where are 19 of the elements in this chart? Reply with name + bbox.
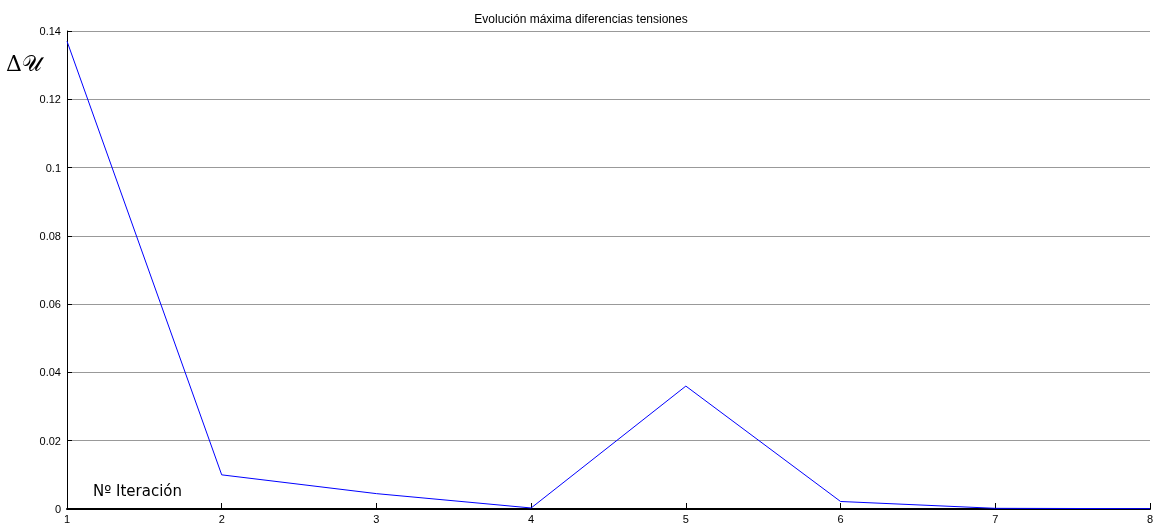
x-tick-label: 8: [1146, 512, 1154, 525]
x-tick-label: 6: [837, 512, 844, 525]
x-tick-label: 5: [682, 512, 689, 525]
x-axis-title: Nº Iteración: [93, 481, 183, 500]
y-tick-label: 0.04: [39, 366, 61, 379]
x-tick-label: 3: [373, 512, 380, 525]
y-tick-label: 0.12: [39, 93, 61, 106]
y-tick-label: 0.1: [45, 161, 61, 174]
y-tick-label: 0.02: [39, 434, 61, 447]
y-tick-label: 0: [54, 503, 61, 515]
x-tick-label: 2: [218, 512, 225, 525]
x-tick-label: 4: [528, 512, 535, 525]
y-axis-title: Δ𝒰: [6, 50, 45, 76]
y-tick-label: 0.08: [39, 229, 61, 242]
y-tick-label: 0.14: [39, 25, 61, 37]
y-tick-label: 0.06: [39, 298, 61, 311]
chart-title: Evolución máxima diferencias tensiones: [474, 12, 688, 26]
x-tick-label: 7: [992, 512, 999, 525]
x-tick-label: 1: [63, 512, 71, 525]
